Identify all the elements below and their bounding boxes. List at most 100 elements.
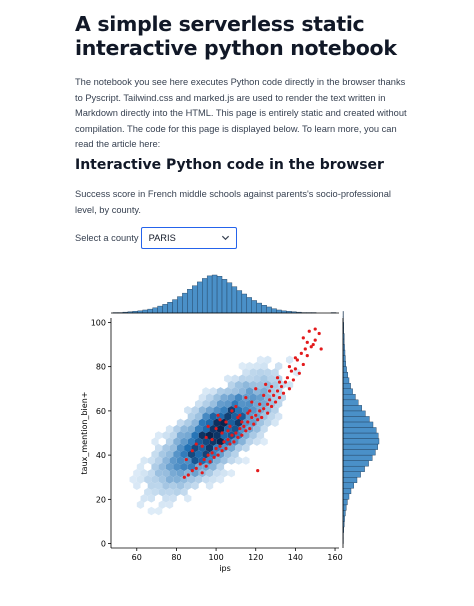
hexbin-cell — [176, 443, 185, 453]
county-selector-row: Select a county PARIS — [75, 226, 237, 250]
hexbin-cell — [238, 399, 246, 409]
hexbin-cell — [191, 431, 199, 440]
scatter-point — [275, 376, 280, 380]
hexbin-cell — [220, 469, 228, 478]
hexbin-cell — [235, 443, 243, 453]
hexbin-cell — [184, 494, 192, 503]
scatter-point — [311, 342, 315, 347]
hexbin-cell — [155, 481, 163, 490]
hexbin-cell — [198, 443, 206, 453]
hexbin-cell — [162, 431, 170, 440]
hexbin-cell — [224, 412, 232, 421]
hexbin-cell — [129, 475, 137, 484]
marginal-y-bar — [342, 454, 373, 461]
hexbin-cell — [202, 387, 210, 396]
hexbin-cell — [238, 387, 246, 396]
marginal-x-bar — [197, 281, 203, 314]
scatter-point — [234, 431, 238, 435]
hexbin-cell — [155, 506, 163, 516]
hexbin-cell — [158, 462, 166, 472]
hexbin-cell — [216, 475, 225, 484]
marginal-x-bar — [187, 289, 193, 314]
hexbin-cell — [253, 399, 261, 409]
hexbin-cell — [162, 494, 170, 503]
hexbin-cell — [260, 374, 268, 383]
scatter-point — [206, 424, 210, 428]
hexbin-cell — [224, 450, 232, 459]
hexbin-cell — [220, 393, 228, 402]
hexbin-cell — [231, 374, 239, 383]
hexbin-cell — [253, 437, 261, 446]
hexbin-cell — [169, 431, 177, 440]
hexbin-cell — [209, 399, 217, 409]
scatter-point — [287, 387, 292, 391]
scatter-point — [184, 457, 188, 462]
hexbin-cell — [133, 481, 141, 490]
scatter-point — [269, 384, 274, 389]
hexbin-cell — [249, 393, 257, 402]
hexbin-cell — [213, 469, 221, 478]
hexbin-cell — [158, 487, 166, 497]
hexbin-cell — [209, 412, 217, 421]
hexbin-cell — [176, 481, 185, 490]
scatter-point — [240, 433, 244, 437]
hexbin-cell — [176, 431, 185, 440]
scatter-point — [319, 347, 323, 351]
scatter-point — [234, 404, 238, 409]
y-tick-label: 20 — [96, 495, 106, 504]
scatter-point — [309, 345, 313, 349]
marginal-y-bar — [342, 377, 350, 384]
scatter-point — [210, 438, 214, 442]
hexbin-cell — [216, 424, 225, 434]
hexbin-cell — [198, 431, 206, 440]
hexbin-cell — [133, 469, 141, 478]
hexbin-cell — [198, 406, 206, 415]
scatter-point — [277, 380, 282, 384]
hexbin-cell — [242, 431, 250, 440]
hexbin-cell — [180, 450, 188, 459]
marginal-y-bar — [342, 427, 377, 434]
scatter-point — [194, 442, 198, 446]
page-title: A simple serverless static interactive p… — [75, 12, 397, 60]
y-axis-label: taux_mention_bien+ — [80, 392, 89, 475]
hexbin-cell — [176, 418, 185, 427]
hexbin-cell — [147, 469, 155, 478]
hexbin-cell — [158, 475, 166, 484]
hexbin-cell — [202, 399, 210, 409]
hexbin-cell — [180, 487, 188, 497]
hexbin-cell — [191, 481, 199, 490]
hexbin-cell — [245, 361, 254, 371]
hexbin-cell — [187, 437, 195, 446]
hexbin-cell — [158, 450, 166, 459]
scatter-point — [230, 409, 234, 413]
scatter-point — [313, 327, 317, 331]
hexbin-cell — [147, 506, 155, 516]
scatter-point — [305, 353, 309, 358]
scatter-point — [204, 464, 208, 468]
scatter-point — [301, 336, 305, 340]
scatter-point — [216, 413, 220, 417]
hexbin-cell — [216, 399, 225, 409]
hexbin-cell — [140, 469, 148, 478]
hexbin-cell — [209, 475, 217, 484]
scatter-point — [254, 387, 258, 391]
hexbin-cell — [184, 418, 192, 427]
hexbin-cell — [267, 412, 275, 421]
county-select[interactable]: PARIS — [140, 227, 237, 249]
scatter-point — [254, 413, 258, 417]
marginal-y-bar — [342, 399, 359, 406]
hexbin-cell — [187, 424, 195, 434]
scatter-point — [228, 424, 232, 428]
hexbin-cell — [140, 456, 148, 465]
scatter-point — [244, 429, 248, 433]
hexbin-cell — [238, 374, 246, 383]
scatter-point — [204, 435, 208, 440]
hexbin-cell — [224, 374, 232, 383]
y-tick-label: 100 — [91, 318, 106, 327]
hexbin-cell — [264, 368, 272, 377]
marginal-x-bar — [152, 307, 158, 314]
scatter-point — [287, 365, 292, 369]
hexbin-cell — [245, 374, 254, 383]
scatter-point — [238, 426, 242, 431]
hexbin-cell — [184, 431, 192, 440]
